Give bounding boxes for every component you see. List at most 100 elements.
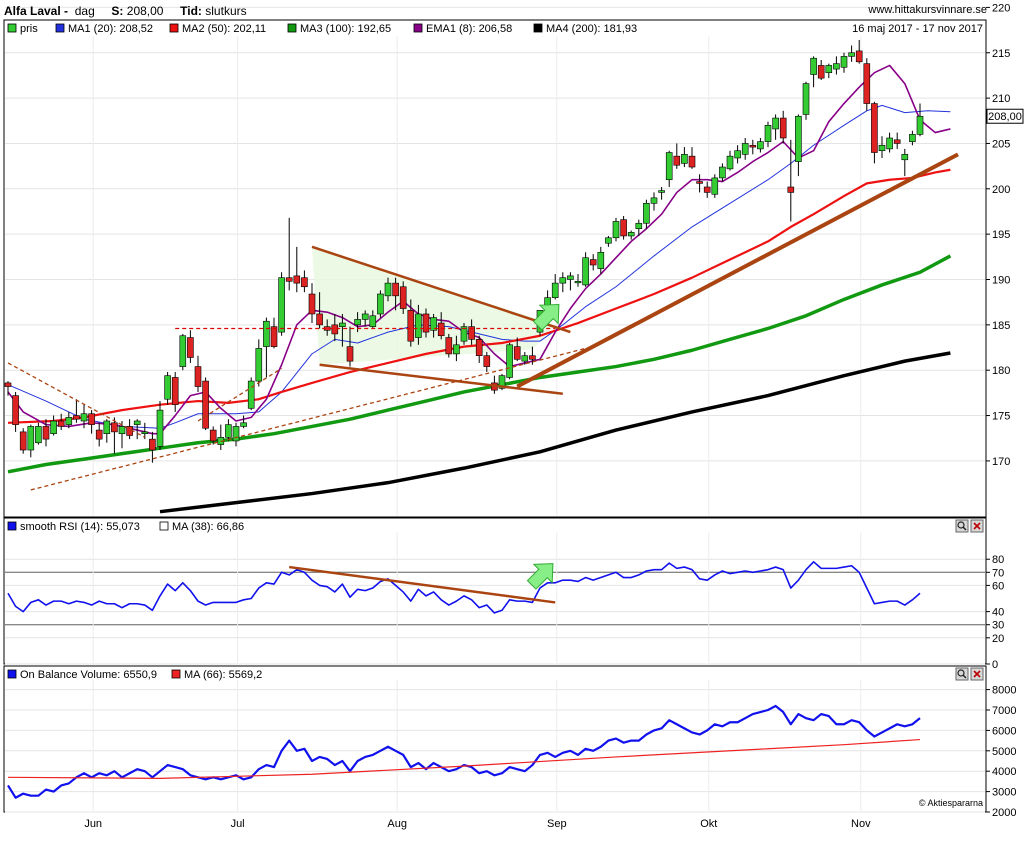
price-axis-tick-label: 175 xyxy=(992,411,1010,423)
close-panel-icon[interactable] xyxy=(970,519,984,533)
legend-swatch xyxy=(7,23,17,33)
magnifier-icon[interactable] xyxy=(955,519,969,533)
candle-up xyxy=(369,315,377,327)
candle-down xyxy=(407,310,415,342)
candle-up xyxy=(551,282,559,298)
close-panel-icon[interactable] xyxy=(970,667,984,681)
price-label: S: xyxy=(111,4,124,18)
candle-up xyxy=(65,417,73,425)
candle-down xyxy=(171,377,179,405)
candle-up xyxy=(103,420,111,434)
date-range: 16 maj 2017 - 17 nov 2017 xyxy=(852,23,983,35)
candle-up xyxy=(681,154,688,164)
candle-up xyxy=(339,322,346,327)
candle-down xyxy=(620,219,627,237)
candle-down xyxy=(346,346,354,362)
obv-axis-tick-label: 5000 xyxy=(992,746,1016,758)
candle-up xyxy=(665,152,673,181)
candle-down xyxy=(88,413,95,425)
candle-down xyxy=(301,277,308,288)
candle-down xyxy=(19,431,27,451)
obv-axis-tick-label: 6000 xyxy=(992,725,1016,737)
candle-down xyxy=(437,322,445,337)
price-axis-tick-label: 190 xyxy=(992,275,1010,287)
obv-panel-frame xyxy=(3,665,987,813)
candle-down xyxy=(422,313,430,333)
candle-up xyxy=(278,277,285,333)
candle-up xyxy=(164,375,171,400)
annotation-layer xyxy=(7,152,959,604)
legend-swatch xyxy=(169,23,179,33)
magnifier-icon[interactable] xyxy=(955,667,969,681)
candle-up xyxy=(498,375,506,389)
candle-up xyxy=(255,348,263,382)
candle-down xyxy=(855,50,863,63)
candle-down xyxy=(209,429,217,442)
candle-up xyxy=(377,293,384,315)
candle-up xyxy=(833,63,840,70)
legend-swatch xyxy=(55,23,65,33)
obv-line xyxy=(7,704,921,799)
legend-swatch xyxy=(159,521,169,531)
candle-up xyxy=(582,257,589,286)
legend-label: pris xyxy=(20,23,38,35)
candle-down xyxy=(589,259,597,266)
candle-up xyxy=(810,57,817,75)
legend-label: MA4 (200): 181,93 xyxy=(546,23,637,35)
rsi-arrow-icon xyxy=(526,563,554,590)
candle-down xyxy=(4,382,12,387)
price-value: 208,00 xyxy=(126,4,164,18)
candle-up xyxy=(711,177,719,195)
candle-down xyxy=(529,355,536,360)
candle-up xyxy=(597,251,605,269)
candle-up xyxy=(50,420,57,434)
candle-up xyxy=(635,222,643,230)
obv-axis-tick-label: 4000 xyxy=(992,766,1016,778)
candle-down xyxy=(42,426,50,440)
legend-swatch xyxy=(7,521,17,531)
candle-up xyxy=(118,426,126,434)
candle-up xyxy=(460,326,468,342)
candle-down xyxy=(331,324,339,335)
support-line-line xyxy=(197,367,282,422)
candle-up xyxy=(156,409,164,447)
candle-up xyxy=(643,203,650,224)
candle-up xyxy=(916,115,924,135)
trend-arrow-icon xyxy=(532,303,560,331)
candle-down xyxy=(285,277,293,282)
candle-down xyxy=(893,139,901,144)
candle-down xyxy=(688,155,696,168)
candle-up xyxy=(764,125,772,142)
site-url[interactable]: www.hittakursvinnare.se xyxy=(868,4,987,16)
candle-down xyxy=(863,63,871,104)
candle-down xyxy=(468,326,475,340)
month-label: Jul xyxy=(231,818,245,830)
candle-down xyxy=(513,346,521,360)
candle-up xyxy=(605,237,612,244)
candle-up xyxy=(567,275,574,280)
svg-text:208,00: 208,00 xyxy=(988,111,1022,123)
legend-swatch xyxy=(413,23,423,33)
price-legend: pris MA1 (20): 208,52 MA2 (50): 202,11 MA3 … xyxy=(5,21,985,35)
wedge-lower-line xyxy=(319,363,563,396)
legend-label: MA (38): 66,86 xyxy=(172,521,244,533)
candle-down xyxy=(270,326,278,347)
candle-up xyxy=(27,426,35,451)
candle-down xyxy=(483,355,491,367)
candle-down xyxy=(779,117,787,139)
series-ma2-50 xyxy=(7,168,951,424)
candle-up xyxy=(772,117,779,130)
time-label: Tid: xyxy=(180,4,202,18)
month-label: Jun xyxy=(84,818,102,830)
price-axis-tick-label: 185 xyxy=(992,320,1010,332)
rsi-arrow-icon-shape xyxy=(526,563,554,590)
candle-up xyxy=(719,166,726,179)
candle-up xyxy=(627,232,635,237)
month-label: Okt xyxy=(700,818,717,830)
price-panel-frame xyxy=(3,19,987,518)
chart-header: Alfa Laval - dag S: 208,00 Tid: slutkurs xyxy=(4,4,247,18)
obv-axis-tick-label: 7000 xyxy=(992,705,1016,717)
candle-up xyxy=(612,221,620,239)
